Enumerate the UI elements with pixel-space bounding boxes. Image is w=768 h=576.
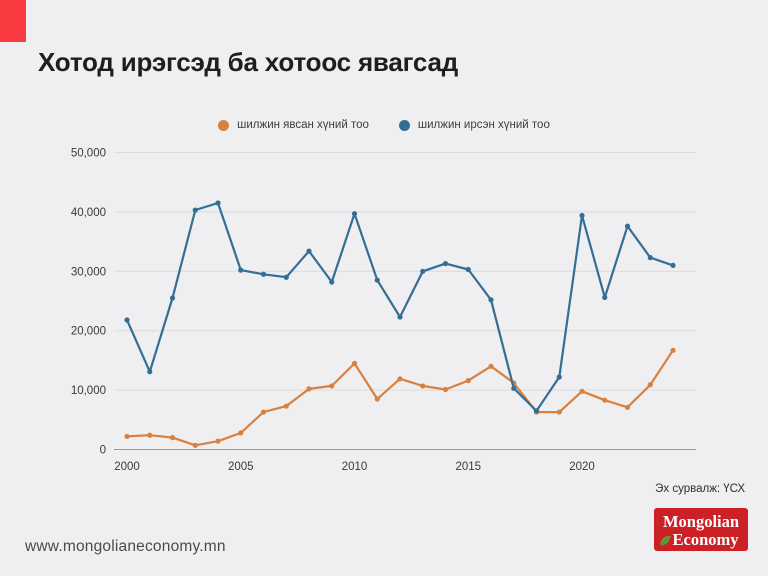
- x-tick-label: 2015: [455, 461, 481, 473]
- logo-text-line2: Economy: [672, 529, 739, 549]
- y-axis-labels: 0 10,000 20,000 30,000 40,000 50,000: [71, 148, 106, 457]
- data-point: [329, 279, 335, 285]
- data-point: [260, 409, 267, 415]
- legend-label-out-migrants: шилжин явсан хүний тоо: [237, 119, 369, 131]
- data-point: [238, 430, 244, 436]
- legend-item-out-migrants: шилжин явсан хүний тоо: [218, 119, 369, 131]
- y-tick-label: 40,000: [71, 207, 106, 219]
- data-point: [260, 271, 267, 277]
- y-tick-label: 0: [100, 445, 106, 457]
- data-point: [374, 396, 380, 402]
- data-point: [169, 435, 176, 441]
- data-point: [397, 314, 403, 320]
- data-point: [283, 403, 289, 409]
- data-point: [397, 376, 403, 382]
- y-gridlines: [114, 152, 696, 450]
- source-note: Эх сурвалж: ҮСХ: [655, 483, 745, 495]
- x-tick-label: 2000: [114, 461, 140, 473]
- data-point: [670, 347, 676, 353]
- blue-series-dot-icon: [398, 119, 410, 131]
- data-point: [602, 397, 608, 403]
- orange-series-dot-icon: [218, 119, 230, 131]
- chart-legend: шилжин явсан хүний тоо шилжин ирсэн хүни…: [0, 119, 768, 131]
- data-point: [511, 385, 517, 391]
- series-in-migrants: [124, 200, 676, 414]
- data-point: [579, 212, 585, 219]
- data-point: [329, 383, 335, 389]
- data-point: [169, 295, 176, 301]
- y-tick-label: 10,000: [71, 385, 106, 397]
- data-point: [602, 294, 608, 301]
- y-tick-label: 50,000: [71, 148, 106, 160]
- data-point: [238, 267, 244, 273]
- data-point: [442, 260, 449, 267]
- mongolian-economy-logo: Mongolian Economy: [654, 508, 748, 551]
- data-point: [192, 442, 198, 448]
- data-point: [192, 207, 198, 213]
- data-point: [465, 377, 471, 384]
- data-point: [579, 388, 585, 394]
- data-point: [306, 386, 312, 392]
- data-point: [420, 383, 426, 389]
- x-axis-labels: 2000 2005 2010 2015 2020: [114, 461, 595, 473]
- data-point: [647, 382, 653, 388]
- data-point: [351, 211, 358, 217]
- data-point: [442, 386, 449, 393]
- leaf-icon: [659, 536, 671, 547]
- data-point: [556, 409, 562, 415]
- data-point: [556, 374, 562, 380]
- legend-label-in-migrants: шилжин ирсэн хүний тоо: [417, 119, 550, 131]
- data-point: [374, 277, 380, 283]
- website-url: www.mongolianeconomy.mn: [25, 538, 226, 555]
- data-point: [624, 404, 631, 410]
- series-out-migrants: [124, 347, 676, 448]
- data-point: [488, 363, 494, 369]
- page-title: Хотод ирэгсэд ба хотоос явагсад: [38, 47, 459, 77]
- data-point: [488, 297, 494, 303]
- y-tick-label: 20,000: [71, 326, 106, 338]
- data-point: [283, 274, 289, 280]
- data-point: [147, 432, 153, 438]
- y-tick-label: 30,000: [71, 266, 106, 278]
- data-point: [420, 268, 426, 274]
- data-point: [124, 317, 130, 323]
- data-point: [647, 255, 653, 261]
- x-tick-label: 2010: [342, 461, 368, 473]
- data-point: [306, 248, 312, 254]
- data-point: [124, 433, 130, 440]
- logo-text-line1: Mongolian: [662, 511, 740, 531]
- data-point: [624, 223, 631, 229]
- logo-text-line2-wrap: Economy: [658, 530, 739, 548]
- data-point: [351, 360, 358, 366]
- x-tick-label: 2020: [569, 461, 595, 473]
- x-tick-label: 2005: [228, 461, 254, 473]
- data-point: [215, 200, 221, 206]
- data-point: [215, 438, 221, 444]
- legend-item-in-migrants: шилжин ирсэн хүний тоо: [398, 119, 550, 131]
- data-point: [465, 266, 471, 273]
- data-point: [670, 262, 676, 268]
- data-point: [147, 369, 153, 375]
- red-accent-square: [0, 0, 26, 42]
- data-point: [533, 408, 540, 414]
